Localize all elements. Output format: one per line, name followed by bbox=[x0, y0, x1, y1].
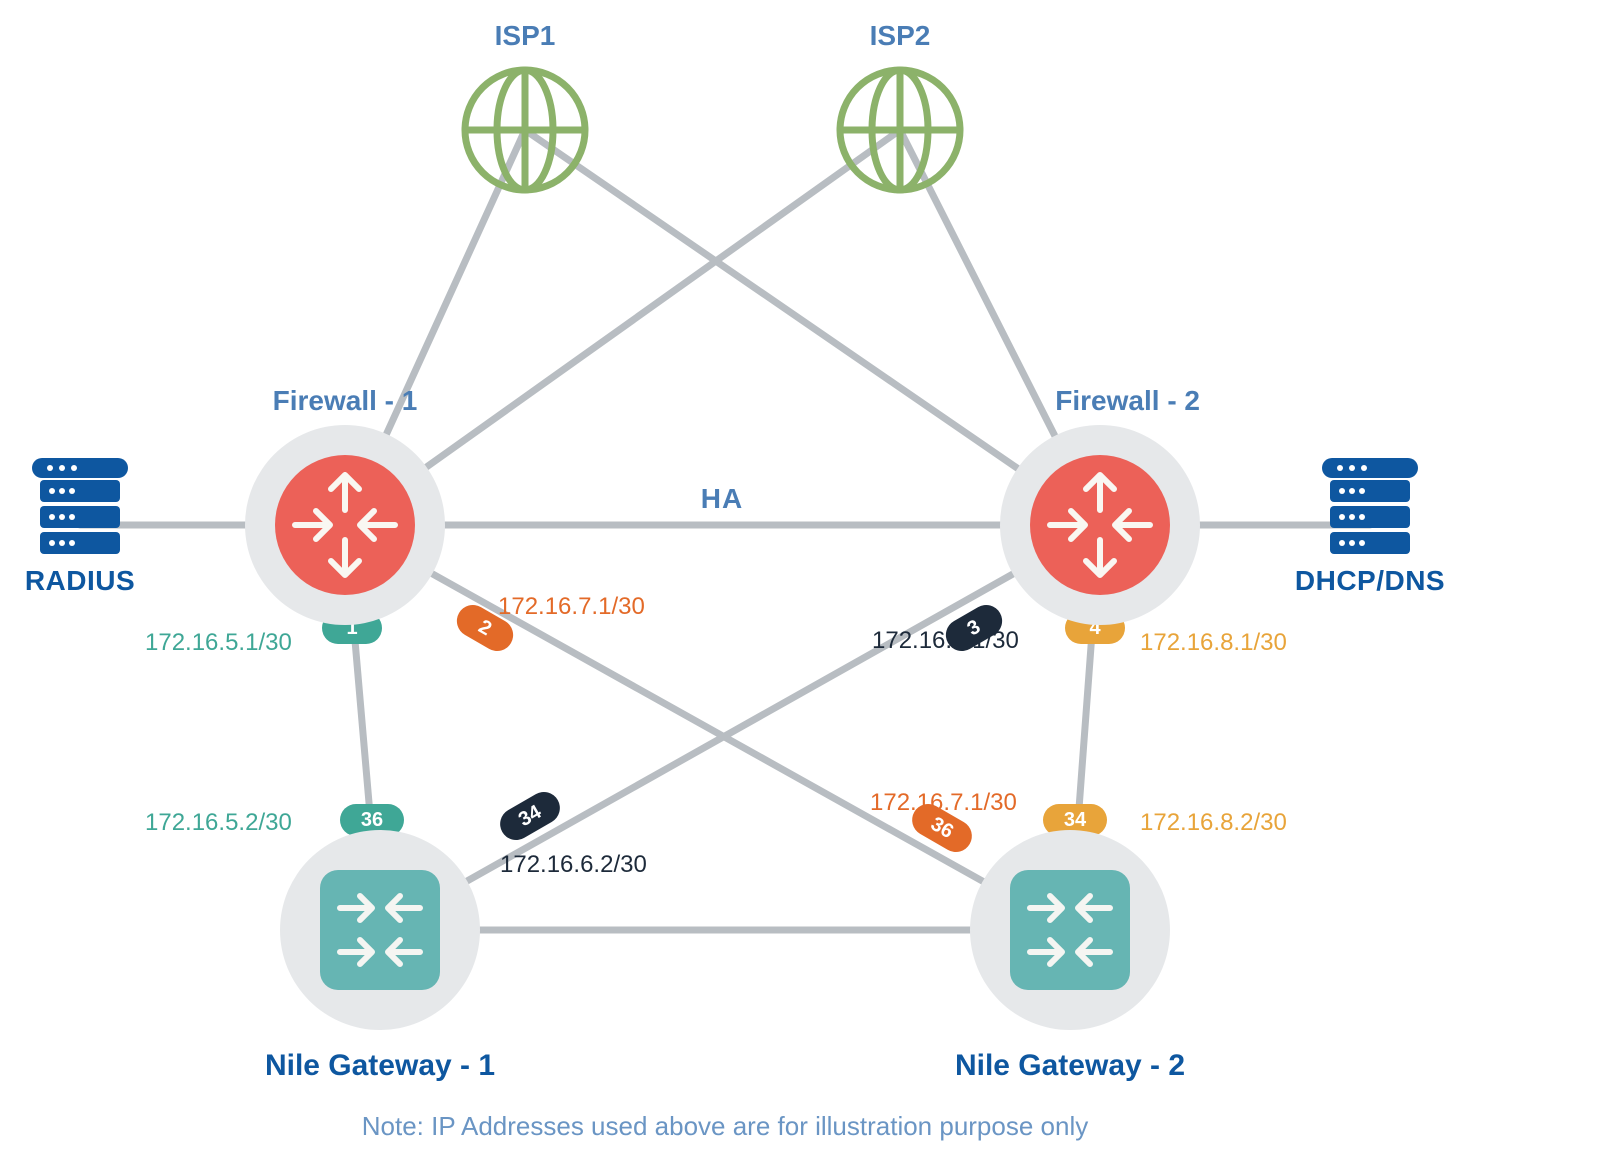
ip-fw1-gw1-top: 172.16.5.1/30 bbox=[145, 629, 292, 656]
port-36a: 36 bbox=[361, 809, 383, 831]
fw1-node bbox=[245, 425, 445, 625]
footer-note: Note: IP Addresses used above are for il… bbox=[362, 1111, 1089, 1141]
isp-nodes bbox=[465, 70, 960, 190]
ip-fw1-gw2-top: 172.16.7.1/30 bbox=[498, 593, 645, 620]
ip-fw2-gw2-bot: 172.16.8.2/30 bbox=[1140, 809, 1287, 836]
isp2-node bbox=[840, 70, 960, 190]
gw2-label: Nile Gateway - 2 bbox=[955, 1049, 1185, 1082]
gw1-node bbox=[280, 830, 480, 1030]
dhcp-label: DHCP/DNS bbox=[1295, 565, 1445, 596]
gw2-node bbox=[970, 830, 1170, 1030]
fw2-label: Firewall - 2 bbox=[1055, 385, 1200, 416]
radius-server-icon bbox=[32, 458, 128, 554]
isp1-node bbox=[465, 70, 585, 190]
ip-fw2-gw2-top: 172.16.8.1/30 bbox=[1140, 629, 1287, 656]
gw1-label: Nile Gateway - 1 bbox=[265, 1049, 495, 1082]
port-34b: 34 bbox=[1064, 809, 1087, 831]
isp1-label: ISP1 bbox=[495, 20, 556, 51]
radius-label: RADIUS bbox=[25, 565, 135, 596]
ip-fw1-gw1-bot: 172.16.5.2/30 bbox=[145, 809, 292, 836]
dhcp-server-icon bbox=[1322, 458, 1418, 554]
network-diagram: 172.16.5.1/30 172.16.5.2/30 172.16.7.1/3… bbox=[0, 0, 1600, 1157]
fw1-label: Firewall - 1 bbox=[273, 385, 418, 416]
ha-label: HA bbox=[701, 483, 743, 514]
isp2-label: ISP2 bbox=[870, 20, 931, 51]
ip-fw2-gw1-bot: 172.16.6.2/30 bbox=[500, 851, 647, 878]
fw2-node bbox=[1000, 425, 1200, 625]
